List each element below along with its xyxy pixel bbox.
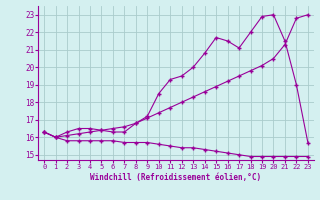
X-axis label: Windchill (Refroidissement éolien,°C): Windchill (Refroidissement éolien,°C): [91, 173, 261, 182]
